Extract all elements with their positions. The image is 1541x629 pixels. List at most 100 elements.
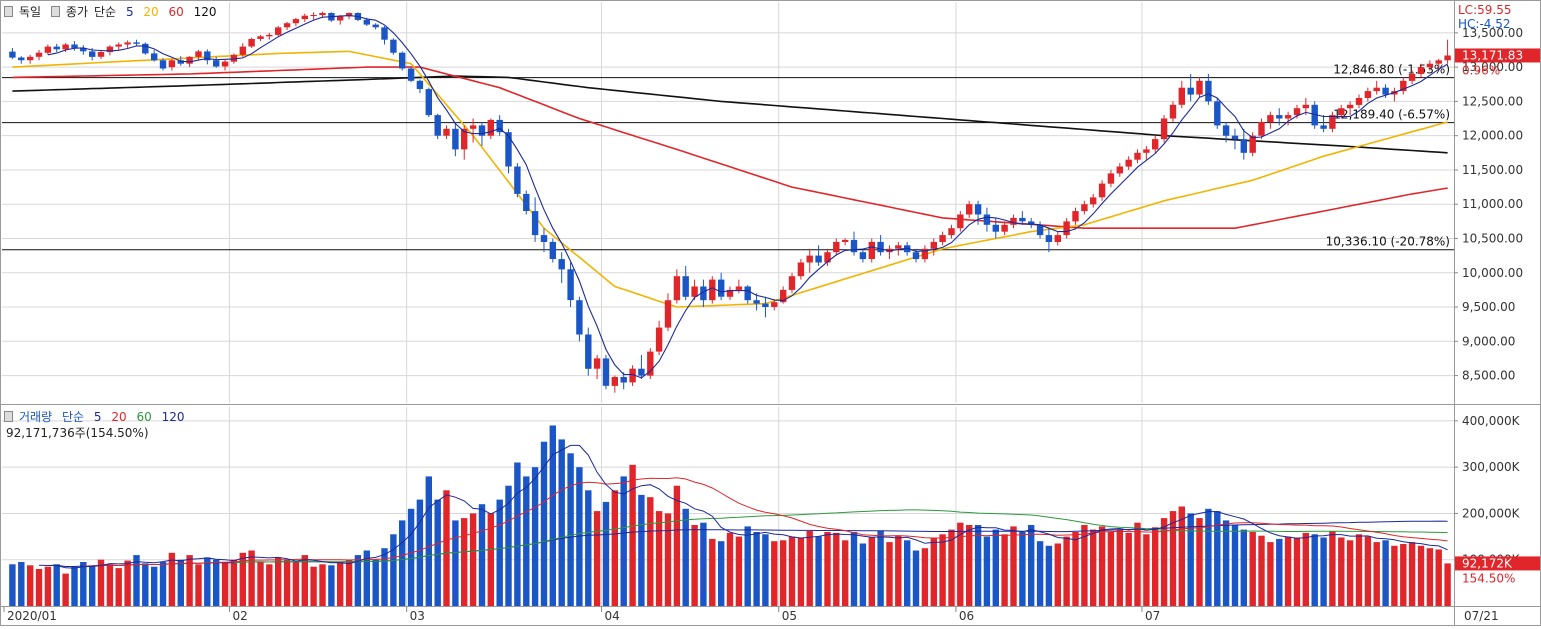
- volume-bar: [230, 559, 238, 606]
- candle-body: [1045, 235, 1053, 242]
- last-price-label: 13,171.83: [1462, 48, 1523, 62]
- volume-bar: [345, 559, 353, 606]
- volume-bar: [443, 490, 450, 606]
- volume-bar: [523, 476, 530, 606]
- candle-body: [1417, 67, 1425, 74]
- volume-bar: [266, 564, 273, 606]
- candle-body: [248, 39, 255, 47]
- candle-body: [1028, 221, 1035, 225]
- price-tick-label: 11,000.00: [1462, 197, 1523, 211]
- instrument-name: 독일: [19, 5, 42, 19]
- candle-body: [1152, 139, 1159, 150]
- volume-bar: [97, 559, 105, 606]
- candle-body: [771, 302, 778, 307]
- candle-body: [1187, 87, 1194, 95]
- reference-line-label: 10,336.10 (-20.78%): [1326, 235, 1450, 249]
- volume-bar: [1276, 538, 1283, 606]
- volume-bar: [868, 537, 875, 606]
- candle-body: [1063, 221, 1070, 236]
- volume-bar: [1205, 508, 1212, 606]
- volume-bar: [1293, 537, 1301, 606]
- candle-body: [89, 51, 96, 57]
- volume-bar: [487, 513, 494, 606]
- volume-bar: [877, 531, 884, 606]
- volume-bar: [514, 462, 521, 606]
- candle-body: [1107, 173, 1115, 184]
- ma60-legend: 60: [168, 5, 184, 19]
- volume-bar: [27, 565, 34, 606]
- candle-body: [1444, 55, 1451, 61]
- candle-body: [71, 44, 78, 48]
- price-tick-label: 10,500.00: [1462, 231, 1523, 245]
- candle-body: [239, 46, 246, 55]
- candle-body: [540, 235, 548, 242]
- volume-bar: [239, 552, 246, 606]
- candle-body: [868, 241, 875, 259]
- candle-body: [939, 235, 946, 242]
- volume-panel-toggle-icon[interactable]: [4, 411, 13, 422]
- candle-body: [797, 262, 805, 277]
- candle-body: [1178, 87, 1185, 105]
- volume-bar: [1373, 542, 1380, 606]
- candle-body: [930, 241, 937, 249]
- volume-bar: [992, 529, 999, 606]
- candle-body: [1276, 115, 1283, 119]
- candle-body: [1125, 159, 1132, 167]
- price-tick-label: 10,000.00: [1462, 266, 1523, 280]
- volume-bar: [407, 508, 415, 606]
- candle-body: [1364, 91, 1372, 98]
- volume-bar: [71, 566, 78, 606]
- candle-body: [558, 259, 565, 270]
- candle-body: [549, 241, 556, 259]
- ma5-legend: 5: [125, 5, 134, 19]
- candle-body: [1400, 80, 1407, 92]
- candle-body: [1098, 183, 1106, 198]
- candle-body: [283, 23, 291, 28]
- volume-bar: [328, 565, 335, 606]
- candle-body: [27, 56, 34, 61]
- candle-body: [1346, 104, 1354, 109]
- volume-bar: [1116, 529, 1123, 606]
- last-volume-readout: 92,171,736주(154.50%): [6, 426, 149, 440]
- candle-body: [381, 27, 388, 40]
- candle-body: [629, 368, 636, 383]
- volume-bar: [939, 534, 946, 606]
- volume-bar: [647, 497, 654, 606]
- price-panel-toggle-icon[interactable]: [4, 6, 13, 17]
- x-axis-end-label: 07/21: [1464, 609, 1499, 623]
- volume-bar: [195, 564, 202, 606]
- volume-ma60-line: [233, 509, 1448, 564]
- ma-type: 단순: [94, 5, 117, 19]
- candle-body: [399, 52, 406, 69]
- candle-body: [1196, 80, 1203, 95]
- candle-body: [762, 303, 769, 307]
- volume-bar: [1214, 511, 1221, 606]
- volume-bar: [718, 541, 725, 606]
- candle-body: [1054, 235, 1061, 242]
- volume-bar: [1284, 536, 1292, 606]
- candle-body: [992, 224, 999, 232]
- candle-body: [664, 300, 672, 328]
- ma20-legend: 20: [143, 5, 159, 19]
- price-tick-label: 13,500.00: [1462, 26, 1523, 40]
- candle-body: [275, 27, 282, 35]
- candle-body: [744, 286, 751, 301]
- volume-bar: [461, 518, 468, 606]
- volume-bar: [549, 425, 556, 606]
- volume-bar: [1001, 534, 1008, 606]
- volume-bar: [248, 550, 255, 606]
- volume-bar: [1249, 532, 1256, 606]
- volume-bar: [558, 439, 565, 606]
- candle-body: [1001, 224, 1008, 232]
- volume-bar: [1338, 537, 1345, 606]
- ma-settings-icon[interactable]: [50, 6, 60, 17]
- volume-bar: [691, 525, 698, 606]
- candle-body: [567, 269, 574, 301]
- volume-tick-label: 400,000K: [1462, 414, 1521, 428]
- candle-body: [266, 34, 273, 37]
- volume-bar: [151, 566, 158, 606]
- volume-bar: [850, 532, 858, 606]
- price-tick-label: 11,500.00: [1462, 163, 1523, 177]
- candle-body: [957, 214, 964, 229]
